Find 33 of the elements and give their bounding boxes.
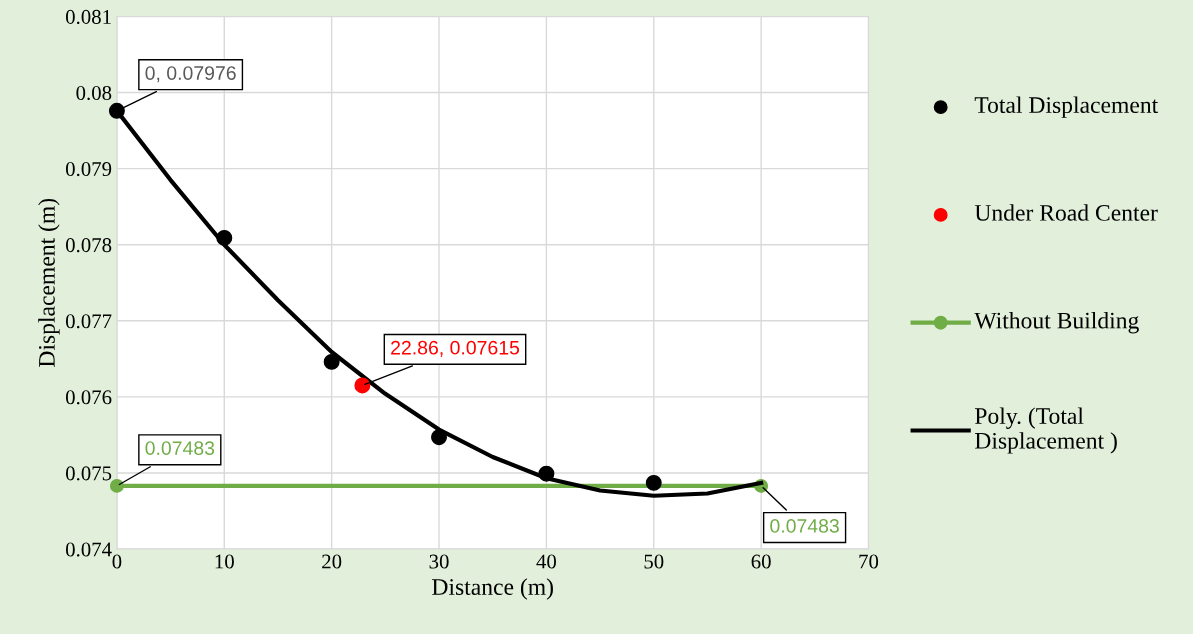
y-tick-label: 0.077 [65,314,112,329]
legend-label: Under Road Center [974,204,1158,221]
y-tick-label: 0.079 [65,162,112,177]
point [538,465,555,482]
y-tick-label: 0.075 [65,466,112,481]
data-label: 22.86, 0.07615 [391,340,520,357]
legend-label: Poly. (Total Displacement ) [975,407,1117,454]
data-label: 0, 0.07976 [145,66,236,83]
y-tick-label: 0.074 [65,542,112,557]
x-tick-label: 40 [536,554,557,569]
y-tick-label: 0.076 [65,390,112,405]
x-tick-label: 50 [644,554,664,569]
point [645,474,662,491]
point [323,353,340,370]
data-label: 0.07483 [145,441,215,456]
x-tick-label: 0 [112,554,122,569]
y-tick-label: 0.078 [65,238,112,253]
legend-label: Total Displacement [974,96,1159,118]
x-tick-label: 20 [322,554,342,569]
x-tick-label: 70 [859,554,879,569]
y-axis-title: Displacement (m) [38,198,60,367]
point [354,377,371,394]
x-tick-label: 10 [215,554,234,569]
point [108,102,125,119]
data-label: 0.07483 [770,519,839,533]
y-tick-label: 0.08 [76,85,112,101]
y-tick-label: 0.081 [65,9,111,25]
x-tick-label: 30 [429,554,449,569]
x-axis-title: Distance (m) [432,578,553,600]
legend-label: Without Building [974,311,1139,334]
point [216,229,233,246]
x-tick-label: 60 [751,554,771,569]
point [431,429,448,446]
